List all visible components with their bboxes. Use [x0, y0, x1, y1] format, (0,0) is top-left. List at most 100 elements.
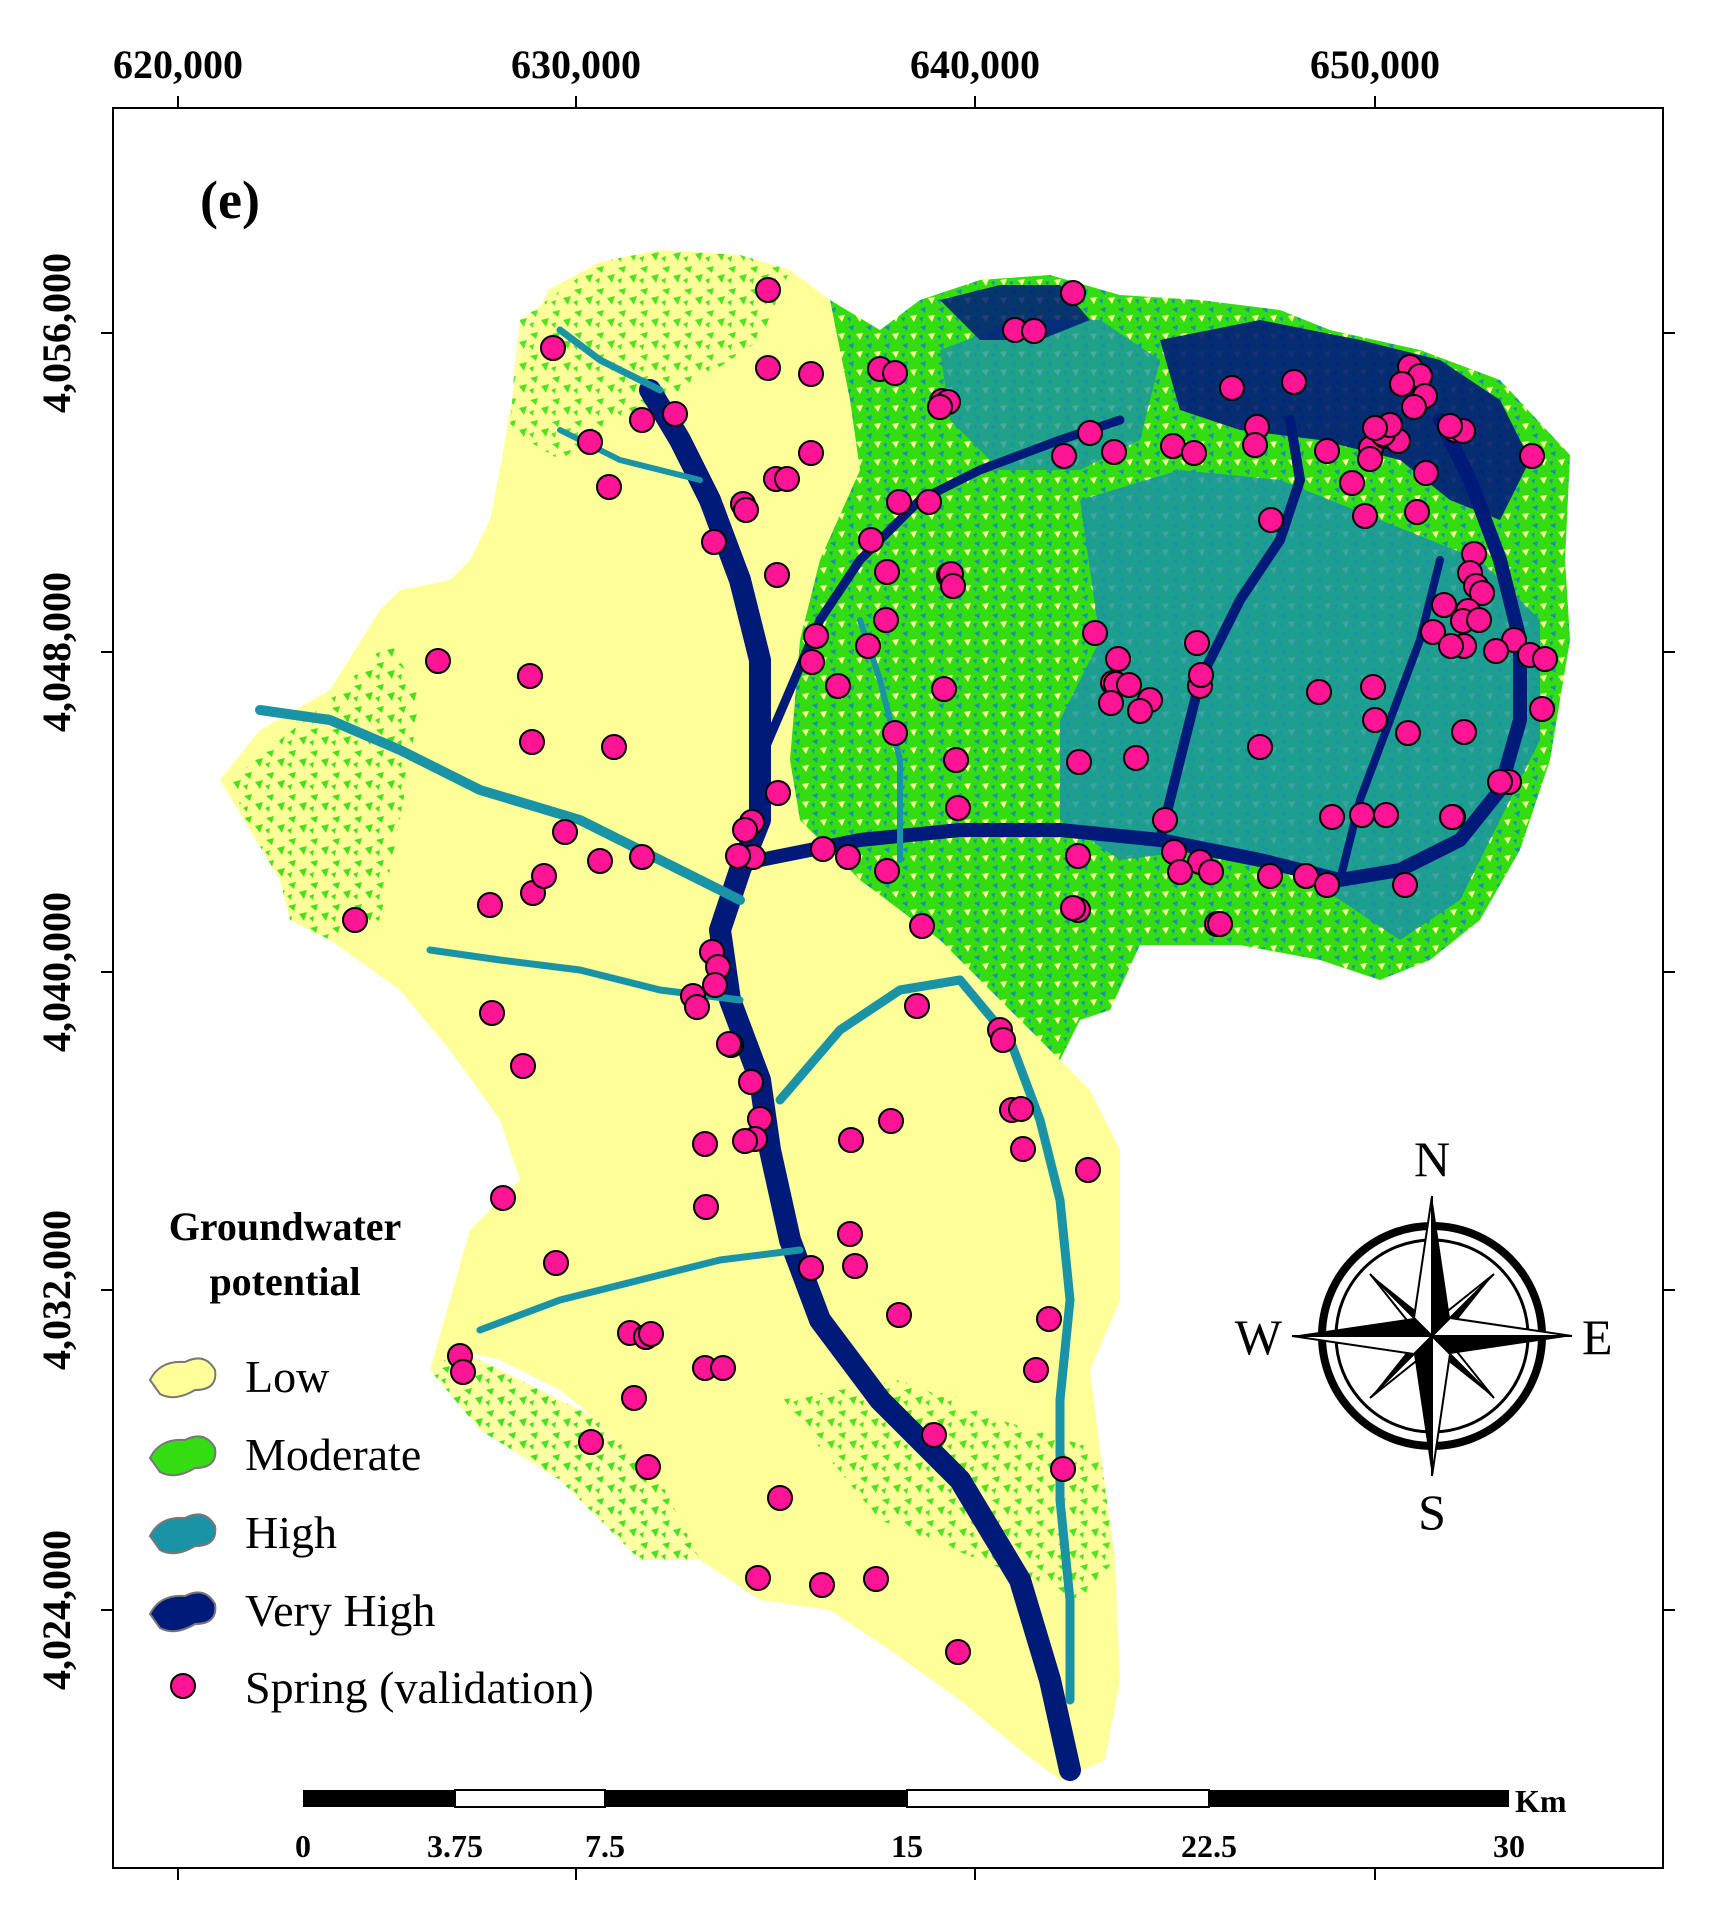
spring-point	[1075, 1157, 1101, 1183]
spring-point	[1281, 369, 1307, 395]
spring-point	[621, 1385, 647, 1411]
x-tick-label-top: 650,000	[1310, 42, 1440, 87]
spring-point	[755, 277, 781, 303]
spring-point	[1314, 438, 1340, 464]
spring-point	[662, 401, 688, 427]
spring-point	[1008, 1096, 1034, 1122]
spring-point	[1389, 371, 1415, 397]
river-channel	[775, 975, 1075, 1705]
x-tick-labels: 620,000 630,000 640,000 650,000	[113, 42, 1440, 87]
spring-point	[945, 795, 971, 821]
spring-point	[1362, 707, 1388, 733]
legend-label-very-high: Very High	[245, 1585, 435, 1636]
compass-label-s: S	[1418, 1484, 1446, 1540]
spring-point	[873, 607, 899, 633]
north-arrow: N S E W	[1235, 1131, 1613, 1540]
river-channel	[1336, 556, 1444, 884]
legend-swatch-high	[148, 1513, 217, 1555]
spring-point	[940, 573, 966, 599]
spring-point	[1532, 646, 1558, 672]
watershed-moderate-patch	[780, 1380, 1115, 1600]
map-frame	[112, 107, 1664, 1869]
spring-point	[1451, 719, 1477, 745]
spring-point	[1010, 1136, 1036, 1162]
spring-point	[943, 747, 969, 773]
spring-point	[874, 858, 900, 884]
spring-point	[716, 1031, 742, 1057]
spring-point	[1127, 698, 1153, 724]
spring-point	[774, 466, 800, 492]
spring-point	[882, 720, 908, 746]
spring-point	[425, 648, 451, 674]
spring-point	[765, 780, 791, 806]
spring-point	[1420, 619, 1446, 645]
spring-point	[1060, 280, 1086, 306]
spring-point	[1258, 507, 1284, 533]
spring-point	[931, 676, 957, 702]
spring-point	[701, 529, 727, 555]
spring-point	[1065, 843, 1091, 869]
spring-point	[1395, 720, 1421, 746]
spring-point	[1123, 745, 1149, 771]
spring-point	[1529, 696, 1555, 722]
spring-point	[1360, 674, 1386, 700]
spring-point	[596, 474, 622, 500]
spring-point	[732, 817, 758, 843]
spring-point	[1116, 672, 1142, 698]
watershed-moderate-patch	[230, 640, 420, 940]
spring-point	[837, 1221, 863, 1247]
legend-label-high: High	[245, 1507, 337, 1558]
scale-segment	[906, 1789, 1210, 1808]
legend-label-low: Low	[245, 1351, 330, 1402]
spring-point	[684, 994, 710, 1020]
spring-point	[1077, 420, 1103, 446]
river-channel	[476, 1246, 804, 1334]
spring-point	[578, 1429, 604, 1455]
spring-point	[1219, 375, 1245, 401]
spring-point	[601, 734, 627, 760]
spring-point	[1257, 863, 1283, 889]
spring-point	[945, 1639, 971, 1665]
spring-point	[916, 489, 942, 515]
spring-point	[1401, 394, 1427, 420]
legend-swatch-low	[148, 1357, 217, 1399]
river-channel	[753, 413, 1527, 887]
spring-point	[710, 1355, 736, 1381]
spring-point	[1306, 679, 1332, 705]
spring-point	[1483, 638, 1509, 664]
scale-label: 30	[1493, 1828, 1525, 1864]
spring-point	[886, 1302, 912, 1328]
scale-unit: Km	[1515, 1783, 1567, 1819]
spring-point	[798, 361, 824, 387]
y-tick-label-left: 4,024,000	[34, 1530, 79, 1690]
x-tick-label-top: 620,000	[113, 42, 243, 87]
scale-label: 22.5	[1181, 1828, 1237, 1864]
spring-point	[1357, 446, 1383, 472]
legend-label-spring: Spring (validation)	[245, 1662, 594, 1713]
legend-swatch-spring	[170, 1673, 196, 1699]
spring-point	[540, 335, 566, 361]
legend-title-line1: Groundwater	[169, 1204, 402, 1249]
spring-point	[842, 1253, 868, 1279]
x-tick-label-top: 640,000	[910, 42, 1040, 87]
y-tick-label-left: 4,048,000	[34, 572, 79, 732]
spring-point	[745, 1565, 771, 1591]
spring-point	[810, 836, 836, 862]
spring-points	[342, 277, 1558, 1665]
spring-point	[732, 1128, 758, 1154]
river-channel	[1155, 415, 1305, 845]
spring-point	[479, 1000, 505, 1026]
spring-point	[755, 355, 781, 381]
spring-point	[767, 1485, 793, 1511]
scale-segment	[1209, 1790, 1509, 1807]
spring-point	[1466, 607, 1492, 633]
spring-point	[1188, 662, 1214, 688]
spring-point	[855, 633, 881, 659]
spring-point	[838, 1127, 864, 1153]
spring-point	[1101, 439, 1127, 465]
legend-title-line2: potential	[209, 1259, 360, 1304]
spring-point	[1184, 630, 1210, 656]
spring-point	[725, 843, 751, 869]
spring-point	[1167, 859, 1193, 885]
